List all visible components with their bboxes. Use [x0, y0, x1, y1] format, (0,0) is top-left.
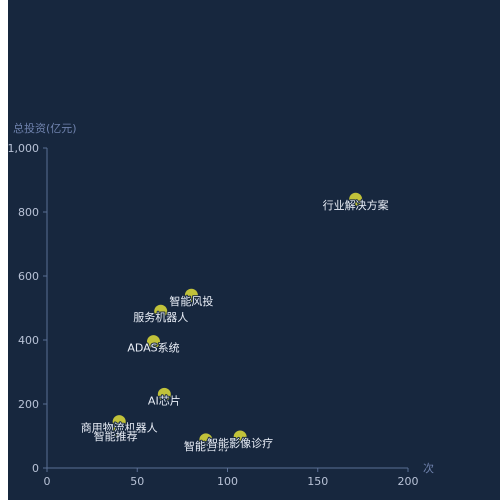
- left-margin-strip: [0, 0, 8, 500]
- axes-group: 总投资(亿元) 次: [13, 121, 434, 475]
- y-tick-label: 1,000: [8, 142, 40, 155]
- data-point[interactable]: [184, 288, 198, 302]
- data-point[interactable]: [146, 335, 160, 349]
- data-point-label: 智能风投: [169, 294, 213, 308]
- data-point[interactable]: [109, 423, 123, 437]
- data-point-label: 服务机器人: [133, 310, 188, 324]
- x-axis-title: 次: [423, 461, 434, 475]
- data-point-label: AI芯片: [148, 393, 181, 407]
- data-point[interactable]: [349, 192, 363, 206]
- data-point-label: 智能营销: [184, 439, 228, 453]
- y-tick-label: 800: [18, 206, 39, 219]
- y-axis-title: 总投资(亿元): [13, 121, 77, 135]
- data-point-label: 智能影像诊疗: [207, 436, 273, 450]
- data-point[interactable]: [154, 304, 168, 318]
- ticks-group: 0 200 400 600 800 1,000 0 50 100 150 200: [8, 142, 419, 488]
- y-tick-label: 200: [18, 398, 39, 411]
- data-point-label: 商用物流机器人: [81, 421, 158, 435]
- x-tick-label: 200: [398, 475, 419, 488]
- data-point-label: ADAS系统: [127, 342, 179, 355]
- chart-panel: [8, 0, 500, 500]
- data-point-label: 智能推荐: [94, 429, 138, 443]
- x-tick-label: 150: [307, 475, 328, 488]
- data-point[interactable]: [233, 430, 247, 444]
- points-group: [109, 192, 363, 447]
- y-tick-label: 400: [18, 334, 39, 347]
- x-tick-label: 50: [130, 475, 144, 488]
- x-tick-label: 100: [217, 475, 238, 488]
- data-point-label: 行业解决方案: [323, 198, 389, 212]
- x-tick-label: 0: [44, 475, 51, 488]
- y-tick-label: 600: [18, 270, 39, 283]
- y-tick-label: 0: [32, 462, 39, 475]
- data-point[interactable]: [199, 433, 213, 447]
- data-point[interactable]: [157, 387, 171, 401]
